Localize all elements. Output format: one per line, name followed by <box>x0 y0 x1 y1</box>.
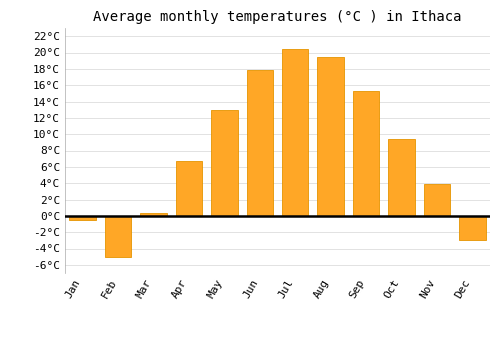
Bar <box>424 184 450 216</box>
Bar <box>140 212 167 216</box>
Bar <box>246 70 273 216</box>
Bar <box>318 57 344 216</box>
Bar <box>211 110 238 216</box>
Bar <box>70 216 96 220</box>
Bar <box>459 216 485 240</box>
Bar <box>176 161 202 216</box>
Title: Average monthly temperatures (°C ) in Ithaca: Average monthly temperatures (°C ) in It… <box>93 10 462 24</box>
Bar <box>353 91 380 216</box>
Bar <box>282 49 308 216</box>
Bar <box>105 216 132 257</box>
Bar <box>388 139 414 216</box>
